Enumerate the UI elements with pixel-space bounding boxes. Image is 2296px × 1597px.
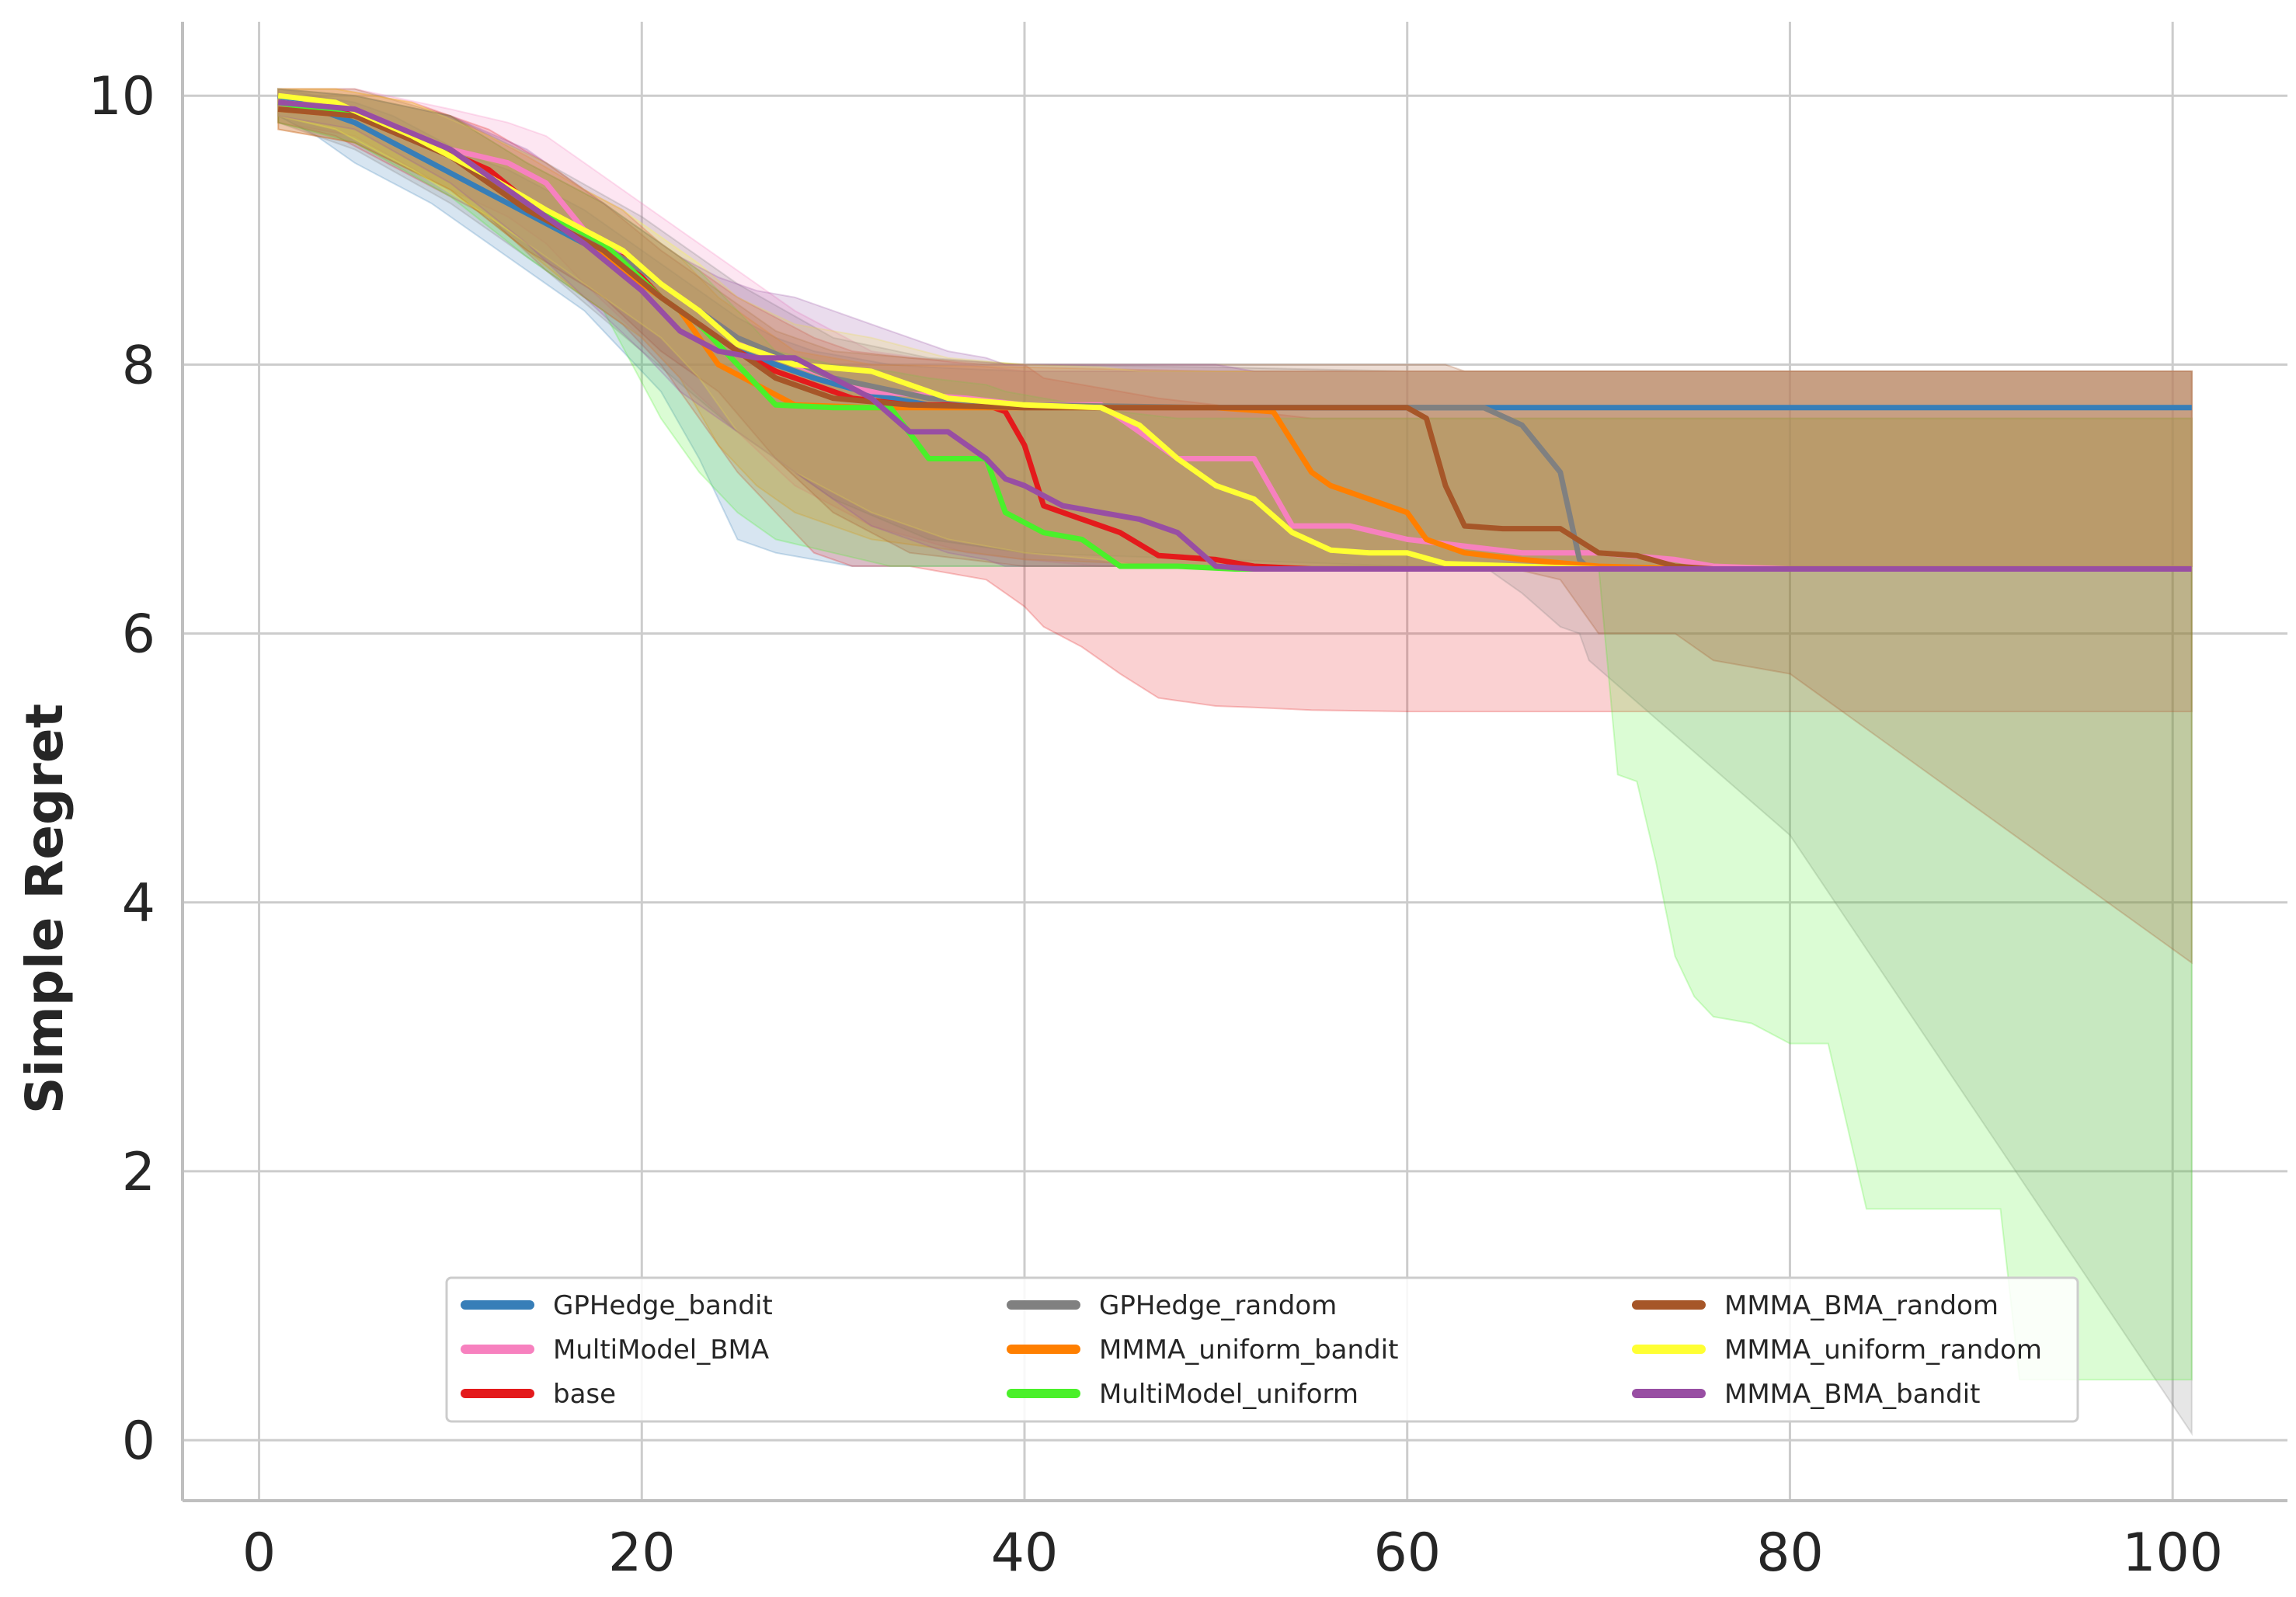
- series-line-MultiModel_uniform: [277, 99, 2192, 572]
- y-axis-title: Simple Regret: [15, 704, 75, 1114]
- legend-label-MMMA_BMA_bandit: MMMA_BMA_bandit: [1724, 1379, 1981, 1410]
- confidence-bands: [277, 88, 2193, 1436]
- tick-labels: 0 20 40 60 80 100 0 2 4 6 8 10: [88, 66, 2223, 1584]
- band-MMMA_BMA_random: [277, 88, 2193, 965]
- y-tick-label: 2: [122, 1142, 155, 1203]
- legend: GPHedge_bandit GPHedge_random MMMA_BMA_ran…: [445, 1276, 2079, 1423]
- axes: [181, 22, 2287, 1502]
- series-lines: [277, 92, 2192, 572]
- band-MultiModel_uniform: [277, 88, 2193, 1381]
- legend-label-MultiModel_BMA: MultiModel_BMA: [553, 1334, 769, 1366]
- legend-label-base: base: [553, 1379, 616, 1410]
- y-tick-label: 0: [122, 1411, 155, 1472]
- legend-label-GPHedge_bandit: GPHedge_bandit: [553, 1290, 773, 1321]
- y-tick-label: 6: [122, 604, 155, 666]
- x-tick-label: 40: [991, 1522, 1059, 1584]
- series-line-MMMA_uniform_random: [277, 92, 2192, 572]
- y-tick-label: 10: [88, 66, 155, 127]
- band-GPHedge_random: [277, 88, 2193, 1436]
- legend-label-MMMA_uniform_bandit: MMMA_uniform_bandit: [1099, 1334, 1398, 1366]
- legend-label-MultiModel_uniform: MultiModel_uniform: [1099, 1379, 1358, 1410]
- legend-label-MMMA_BMA_random: MMMA_BMA_random: [1724, 1290, 1999, 1321]
- x-tick-label: 60: [1373, 1522, 1441, 1584]
- y-tick-label: 4: [122, 873, 155, 934]
- y-tick-label: 8: [122, 335, 155, 396]
- band-base: [277, 88, 2193, 712]
- x-tick-label: 80: [1756, 1522, 1824, 1584]
- x-tick-label: 100: [2122, 1522, 2223, 1584]
- x-tick-label: 20: [608, 1522, 676, 1584]
- series-line-MMMA_BMA_bandit: [277, 99, 2192, 572]
- x-tick-label: 0: [242, 1522, 276, 1584]
- legend-label-MMMA_uniform_random: MMMA_uniform_random: [1724, 1334, 2042, 1366]
- series-line-MMMA_BMA_random: [277, 106, 2192, 572]
- grid: [183, 22, 2287, 1501]
- legend-label-GPHedge_random: GPHedge_random: [1099, 1290, 1337, 1321]
- legend-box: [445, 1276, 2079, 1423]
